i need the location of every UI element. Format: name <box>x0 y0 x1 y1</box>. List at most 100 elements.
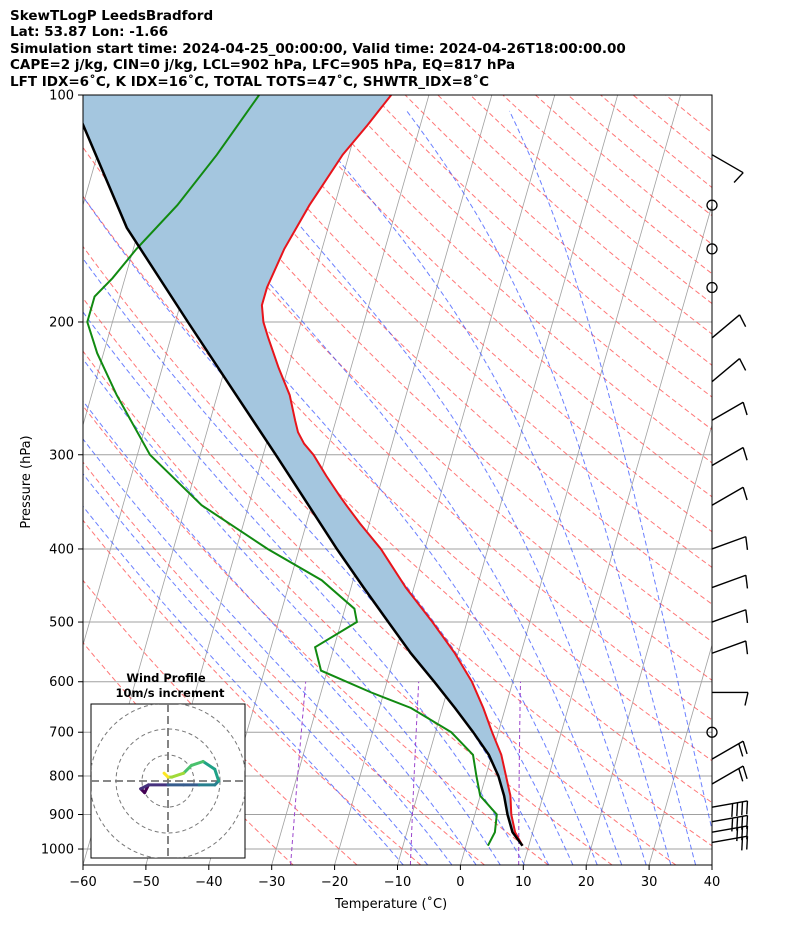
hodograph-inset: Wind Profile 10m/s increment <box>90 671 246 859</box>
wind-barb <box>711 800 749 817</box>
dry-adiabat <box>83 519 422 865</box>
isotherm-line <box>648 643 712 865</box>
x-tick-label: −20 <box>321 875 348 890</box>
moist-adiabat <box>406 110 697 865</box>
dry-adiabat <box>600 95 712 189</box>
moist-adiabat <box>132 110 623 865</box>
mixing-ratio-line <box>409 681 420 865</box>
cape-area <box>83 95 523 846</box>
dry-adiabat <box>83 641 294 865</box>
dry-adiabat <box>83 245 712 847</box>
wind-barb <box>711 446 748 467</box>
x-tick-label: 0 <box>456 875 464 890</box>
isotherm-line <box>334 95 556 865</box>
wind-barb <box>711 574 749 589</box>
moist-adiabat <box>83 400 477 865</box>
dry-adiabat <box>567 95 712 217</box>
isotherm-line <box>522 203 712 865</box>
dry-adiabat <box>83 350 613 865</box>
wind-barb <box>712 691 749 706</box>
dry-adiabat <box>83 461 485 865</box>
title-stability-indices: LFT IDX=6˚C, K IDX=16˚C, TOTAL TOTS=47˚C… <box>10 73 490 90</box>
x-tick-label: 10 <box>515 875 532 890</box>
wind-barb <box>711 535 749 550</box>
x-tick-label: −10 <box>384 875 411 890</box>
y-tick-label: 400 <box>49 542 74 557</box>
wind-barb <box>711 609 749 624</box>
wind-barb <box>711 401 748 421</box>
x-tick-label: 30 <box>641 875 658 890</box>
y-axis-label: Pressure (hPa) <box>19 435 34 528</box>
dry-adiabat <box>372 95 712 398</box>
chart-title-block: SkewTLogP LeedsBradford Lat: 53.87 Lon: … <box>10 8 626 90</box>
dry-adiabat <box>144 95 712 643</box>
moist-adiabat <box>83 257 550 865</box>
parcel-line <box>83 121 524 847</box>
hodograph-segment <box>162 771 170 779</box>
dry-adiabat <box>339 95 712 431</box>
dry-adiabat <box>307 95 712 464</box>
wind-barb <box>711 314 747 339</box>
wind-barbs <box>706 154 749 851</box>
x-tick-label: −50 <box>132 875 159 890</box>
dry-adiabat <box>83 297 677 865</box>
wind-barb <box>711 640 749 655</box>
moist-adiabat <box>83 195 574 865</box>
dry-adiabat <box>83 579 358 865</box>
y-tick-label: 500 <box>49 616 74 631</box>
isotherm-line <box>775 95 794 865</box>
hodograph-segment <box>201 760 217 771</box>
title-simulation-time: Simulation start time: 2024-04-25_00:00:… <box>10 40 626 57</box>
temperature-line <box>260 95 524 847</box>
y-tick-label: 300 <box>49 448 74 463</box>
title-location: Lat: 53.87 Lon: -1.66 <box>10 24 169 41</box>
isotherm-line <box>585 423 712 865</box>
hodograph-segment <box>170 771 186 779</box>
hodograph-subtitle: 10m/s increment <box>116 686 225 700</box>
hodograph-title: Wind Profile <box>126 671 206 685</box>
hodograph-segment <box>213 767 221 783</box>
x-tick-label: 40 <box>704 875 721 890</box>
x-axis-label: Temperature (˚C) <box>334 896 447 912</box>
profile-lines <box>83 95 524 847</box>
dry-adiabat <box>535 95 712 245</box>
y-tick-label: 1000 <box>41 843 74 858</box>
isotherm-line <box>711 863 712 865</box>
dewpoint-line <box>86 95 498 847</box>
moist-adiabat <box>83 123 598 865</box>
mixing-ratio-line <box>290 681 307 865</box>
dry-adiabat <box>502 95 712 275</box>
wind-barb <box>711 358 747 383</box>
hodograph-segment <box>182 763 193 775</box>
y-tick-label: 100 <box>49 89 74 104</box>
y-tick-label: 600 <box>49 675 74 690</box>
moist-adiabat <box>83 505 404 865</box>
isotherm-line <box>460 95 681 865</box>
y-tick-label: 800 <box>49 769 74 784</box>
wind-barb <box>711 154 744 183</box>
dry-adiabat <box>404 95 712 366</box>
grid-lines <box>83 95 794 865</box>
moist-adiabat <box>205 110 647 865</box>
title-station: SkewTLogP LeedsBradford <box>10 8 214 24</box>
moist-adiabat <box>297 110 672 865</box>
y-tick-label: 200 <box>49 315 74 330</box>
moist-adiabat <box>509 110 712 832</box>
dry-adiabat <box>209 95 712 569</box>
axes: Temperature (˚C) Pressure (hPa) −60 −50 −4… <box>19 89 720 913</box>
dry-adiabat <box>242 95 712 533</box>
x-tick-label: −60 <box>69 875 96 890</box>
x-tick-label: −40 <box>195 875 222 890</box>
cape-fill-layer <box>83 95 523 846</box>
wind-barb <box>711 765 748 785</box>
dry-adiabat <box>274 95 712 498</box>
hodograph-segment <box>189 760 205 767</box>
x-tick-label: 20 <box>578 875 595 890</box>
y-tick-label: 700 <box>49 726 74 741</box>
title-cape-indices: CAPE=2 j/kg, CIN=0 j/kg, LCL=902 hPa, LF… <box>10 57 516 74</box>
wind-barb <box>711 740 748 760</box>
isotherm-line <box>271 95 493 865</box>
x-tick-label: −30 <box>258 875 285 890</box>
moist-adiabat <box>83 438 453 865</box>
